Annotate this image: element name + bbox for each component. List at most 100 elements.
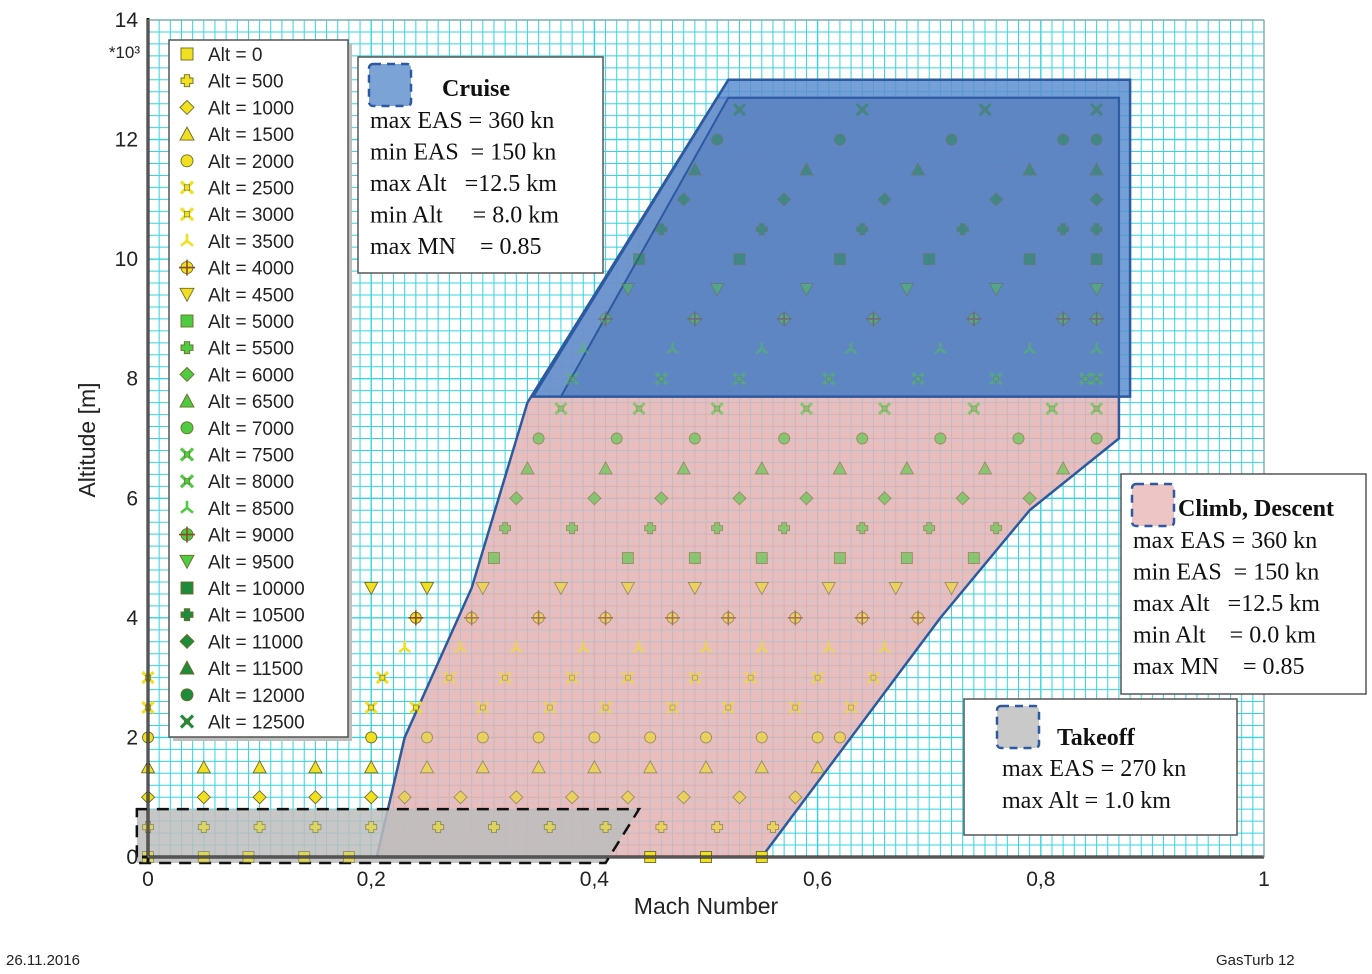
- data-point: [688, 671, 702, 685]
- data-point: [180, 421, 194, 435]
- legend-entry-label: Alt = 4500: [208, 285, 294, 306]
- data-point: [531, 610, 547, 626]
- callout-swatch: [1130, 482, 1176, 528]
- data-point: [676, 460, 691, 475]
- data-point: [687, 311, 703, 327]
- data-point: [1090, 133, 1103, 146]
- data-point: [566, 522, 579, 535]
- data-point: [778, 432, 791, 445]
- data-point: [454, 641, 467, 654]
- data-point: [499, 522, 512, 535]
- data-point: [1012, 432, 1025, 445]
- data-point: [179, 126, 195, 141]
- callout-swatch: [367, 62, 413, 108]
- data-point: [720, 610, 736, 626]
- data-point: [900, 552, 913, 565]
- legend-entry-label: Alt = 6500: [208, 392, 294, 413]
- data-point: [733, 253, 746, 266]
- data-point: [621, 552, 634, 565]
- y-tick-label: 10: [115, 248, 138, 271]
- data-point: [832, 460, 848, 475]
- data-point: [888, 582, 903, 596]
- data-point: [365, 731, 378, 744]
- data-point: [253, 821, 266, 834]
- callout-title: Climb, Descent: [1178, 496, 1334, 522]
- data-point: [1089, 311, 1105, 327]
- data-point: [398, 641, 411, 654]
- data-point: [709, 283, 725, 297]
- data-point: [179, 474, 195, 489]
- data-point: [700, 731, 712, 744]
- callout-line: min Alt = 8.0 km: [370, 203, 559, 229]
- legend-entry-label: Alt = 7500: [208, 446, 294, 467]
- data-point: [910, 162, 926, 176]
- data-point: [1089, 103, 1104, 117]
- data-point: [432, 821, 445, 834]
- data-point: [598, 311, 614, 327]
- data-point: [179, 99, 195, 116]
- data-point: [755, 342, 769, 355]
- data-point: [1089, 401, 1104, 416]
- data-point: [180, 233, 194, 247]
- data-point: [799, 491, 814, 506]
- data-point: [364, 790, 379, 805]
- x-tick-label: 0,8: [1026, 868, 1055, 891]
- data-point: [654, 372, 668, 386]
- legend-entry-label: Alt = 10000: [208, 579, 305, 600]
- x-tick-label: 1: [1258, 868, 1270, 891]
- data-point: [767, 821, 779, 834]
- data-point: [308, 759, 323, 774]
- y-tick-label: 12: [115, 129, 138, 152]
- data-point: [564, 790, 580, 805]
- callout-line: max Alt = 1.0 km: [1002, 788, 1171, 814]
- data-point: [755, 641, 769, 654]
- data-point: [687, 582, 703, 596]
- data-point: [475, 759, 491, 774]
- data-point: [587, 759, 602, 774]
- data-point: [856, 223, 869, 236]
- callout-line: min EAS = 150 kn: [370, 140, 556, 166]
- data-point: [588, 731, 601, 744]
- data-point: [923, 522, 936, 535]
- data-point: [180, 47, 194, 61]
- data-point: [977, 460, 993, 475]
- data-point: [1023, 253, 1036, 266]
- data-point: [180, 500, 194, 514]
- data-point: [520, 460, 535, 475]
- legend-entry-label: Alt = 500: [208, 72, 284, 93]
- data-point: [308, 790, 323, 805]
- data-point: [476, 700, 490, 715]
- data-point: [1089, 283, 1104, 297]
- data-point: [620, 283, 636, 297]
- data-point: [945, 133, 958, 146]
- callout-swatch: [995, 704, 1041, 750]
- data-point: [732, 103, 747, 117]
- data-point: [543, 821, 556, 834]
- data-point: [179, 447, 195, 462]
- data-point: [822, 372, 836, 386]
- data-point: [475, 582, 491, 596]
- data-point: [632, 641, 646, 654]
- legend-entry-label: Alt = 3000: [208, 205, 294, 226]
- legend-entry-label: Alt = 11000: [208, 632, 303, 653]
- legend-entry-label: Alt = 7000: [208, 419, 294, 440]
- data-point: [180, 154, 194, 168]
- data-point: [811, 731, 824, 744]
- data-point: [990, 522, 1003, 535]
- data-point: [180, 581, 194, 595]
- data-point: [179, 287, 195, 303]
- data-point: [754, 759, 770, 774]
- callout-line: max EAS = 360 kn: [370, 108, 554, 134]
- data-point: [543, 700, 557, 715]
- data-point: [632, 401, 646, 416]
- data-point: [598, 460, 613, 475]
- data-point: [854, 610, 870, 626]
- data-point: [755, 731, 768, 744]
- legend-entry-label: Alt = 2500: [208, 179, 294, 200]
- data-point: [1045, 401, 1059, 416]
- data-point: [721, 700, 735, 715]
- data-point: [776, 192, 792, 207]
- data-point: [856, 432, 869, 445]
- data-point: [610, 432, 623, 445]
- legend-entry-label: Alt = 10500: [208, 606, 305, 627]
